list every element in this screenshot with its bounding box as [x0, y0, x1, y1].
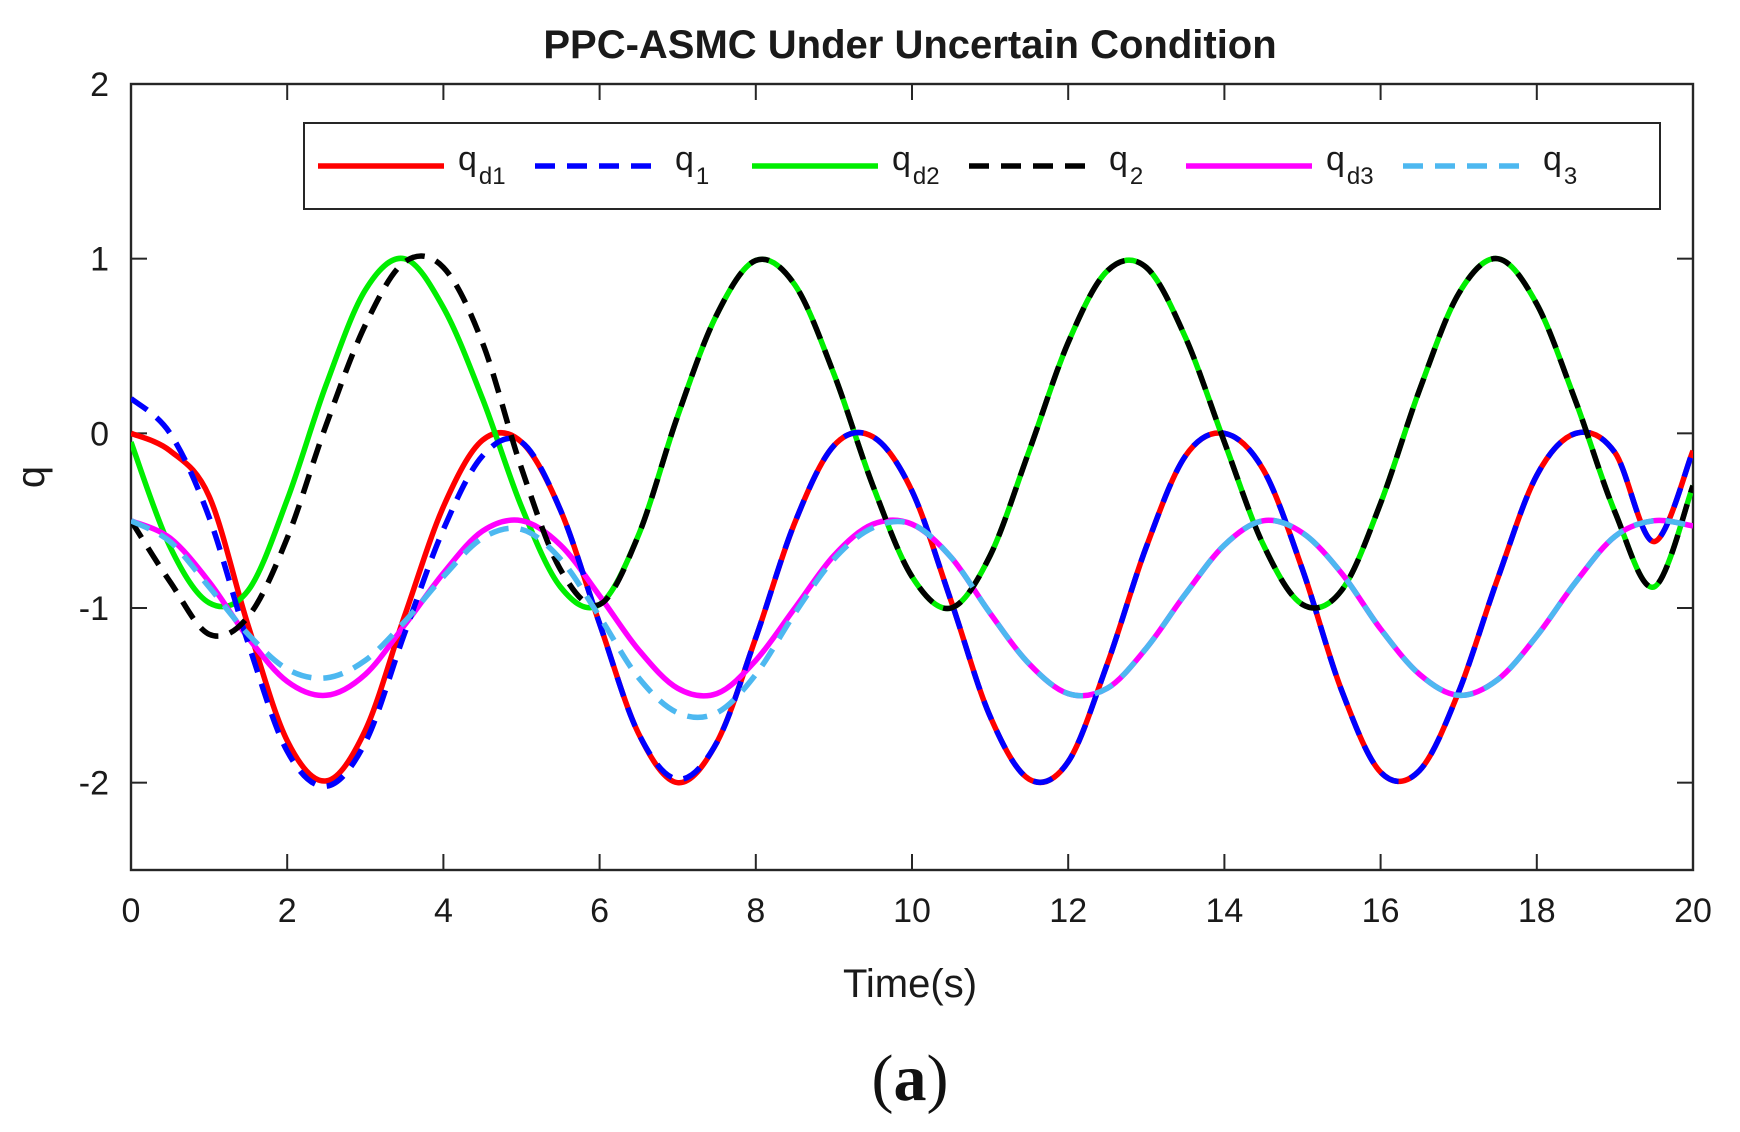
- plot-area: [129, 82, 1695, 872]
- chart-title: PPC-ASMC Under Uncertain Condition: [543, 23, 1276, 67]
- x-tick-label: 20: [1674, 892, 1712, 930]
- y-tick-label: 2: [90, 66, 109, 104]
- x-tick-label: 16: [1362, 892, 1400, 930]
- x-tick-label: 12: [1049, 892, 1087, 930]
- caption-open: (: [872, 1042, 894, 1115]
- x-tick-label: 10: [893, 892, 931, 930]
- x-axis-label: Time(s): [843, 962, 977, 1006]
- figure-caption: (a): [872, 1042, 949, 1115]
- legend-label-qd2: qd2: [892, 140, 940, 190]
- x-tick-label: 4: [434, 892, 453, 930]
- caption-close: ): [927, 1042, 949, 1115]
- y-tick-label: -1: [79, 590, 109, 628]
- legend-label-q2: q2: [1109, 140, 1143, 190]
- series-layer: [131, 253, 1693, 789]
- legend-label-qd1: qd1: [458, 140, 506, 190]
- x-tick-label: 8: [746, 892, 765, 930]
- y-tick-label: 0: [90, 415, 109, 453]
- x-tick-label: 0: [122, 892, 141, 930]
- legend-label-qd3: qd3: [1326, 140, 1374, 190]
- legend: qd1 q1 qd2 q2 qd3 q3: [303, 122, 1661, 210]
- series-line-q2: [131, 253, 1693, 639]
- y-axis-label: q: [9, 466, 53, 488]
- x-tick-label: 2: [278, 892, 297, 930]
- x-tick-label: 18: [1518, 892, 1556, 930]
- series-line-q3: [131, 517, 1693, 721]
- series-line-q1: [131, 396, 1693, 789]
- legend-label-q1: q1: [675, 140, 709, 190]
- x-tick-label: 14: [1205, 892, 1243, 930]
- y-tick-label: 1: [90, 241, 109, 279]
- caption-letter: a: [894, 1042, 927, 1115]
- y-tick-label: -2: [79, 765, 109, 803]
- x-tick-label: 6: [590, 892, 609, 930]
- legend-label-q3: q3: [1543, 140, 1577, 190]
